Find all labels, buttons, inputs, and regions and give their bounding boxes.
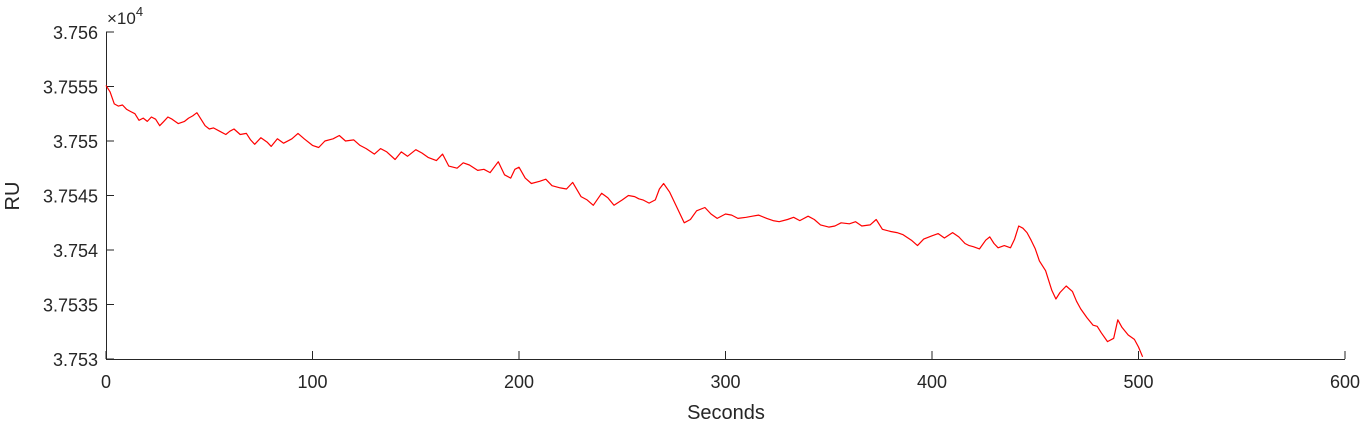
x-axis-ticks: 0 100 200 300 400 500 600 bbox=[101, 351, 1360, 392]
y-axis-multiplier-exponent: 4 bbox=[136, 4, 143, 19]
y-tick-label: 3.753 bbox=[53, 350, 98, 370]
series-line-ru bbox=[105, 85, 1144, 358]
y-axis-multiplier: ×104 bbox=[107, 4, 143, 28]
x-tick-label: 600 bbox=[1330, 372, 1360, 392]
y-axis-ticks: 3.753 3.7535 3.754 3.7545 3.755 3.7555 3.756 bbox=[43, 23, 114, 370]
y-axis-label: RU bbox=[2, 182, 24, 211]
x-axis-label: Seconds bbox=[687, 402, 765, 424]
y-tick-label: 3.754 bbox=[53, 241, 98, 261]
y-tick-label: 3.756 bbox=[53, 23, 98, 43]
x-tick-label: 300 bbox=[710, 372, 740, 392]
x-tick-label: 0 bbox=[101, 372, 111, 392]
x-tick-label: 200 bbox=[504, 372, 534, 392]
y-tick-label: 3.7545 bbox=[43, 187, 98, 207]
y-tick-label: 3.755 bbox=[53, 132, 98, 152]
x-tick-label: 100 bbox=[297, 372, 327, 392]
y-tick-label: 3.7535 bbox=[43, 296, 98, 316]
x-tick-label: 400 bbox=[917, 372, 947, 392]
x-tick-label: 500 bbox=[1123, 372, 1153, 392]
y-axis-multiplier-base: ×10 bbox=[107, 9, 136, 28]
y-tick-label: 3.7555 bbox=[43, 78, 98, 98]
